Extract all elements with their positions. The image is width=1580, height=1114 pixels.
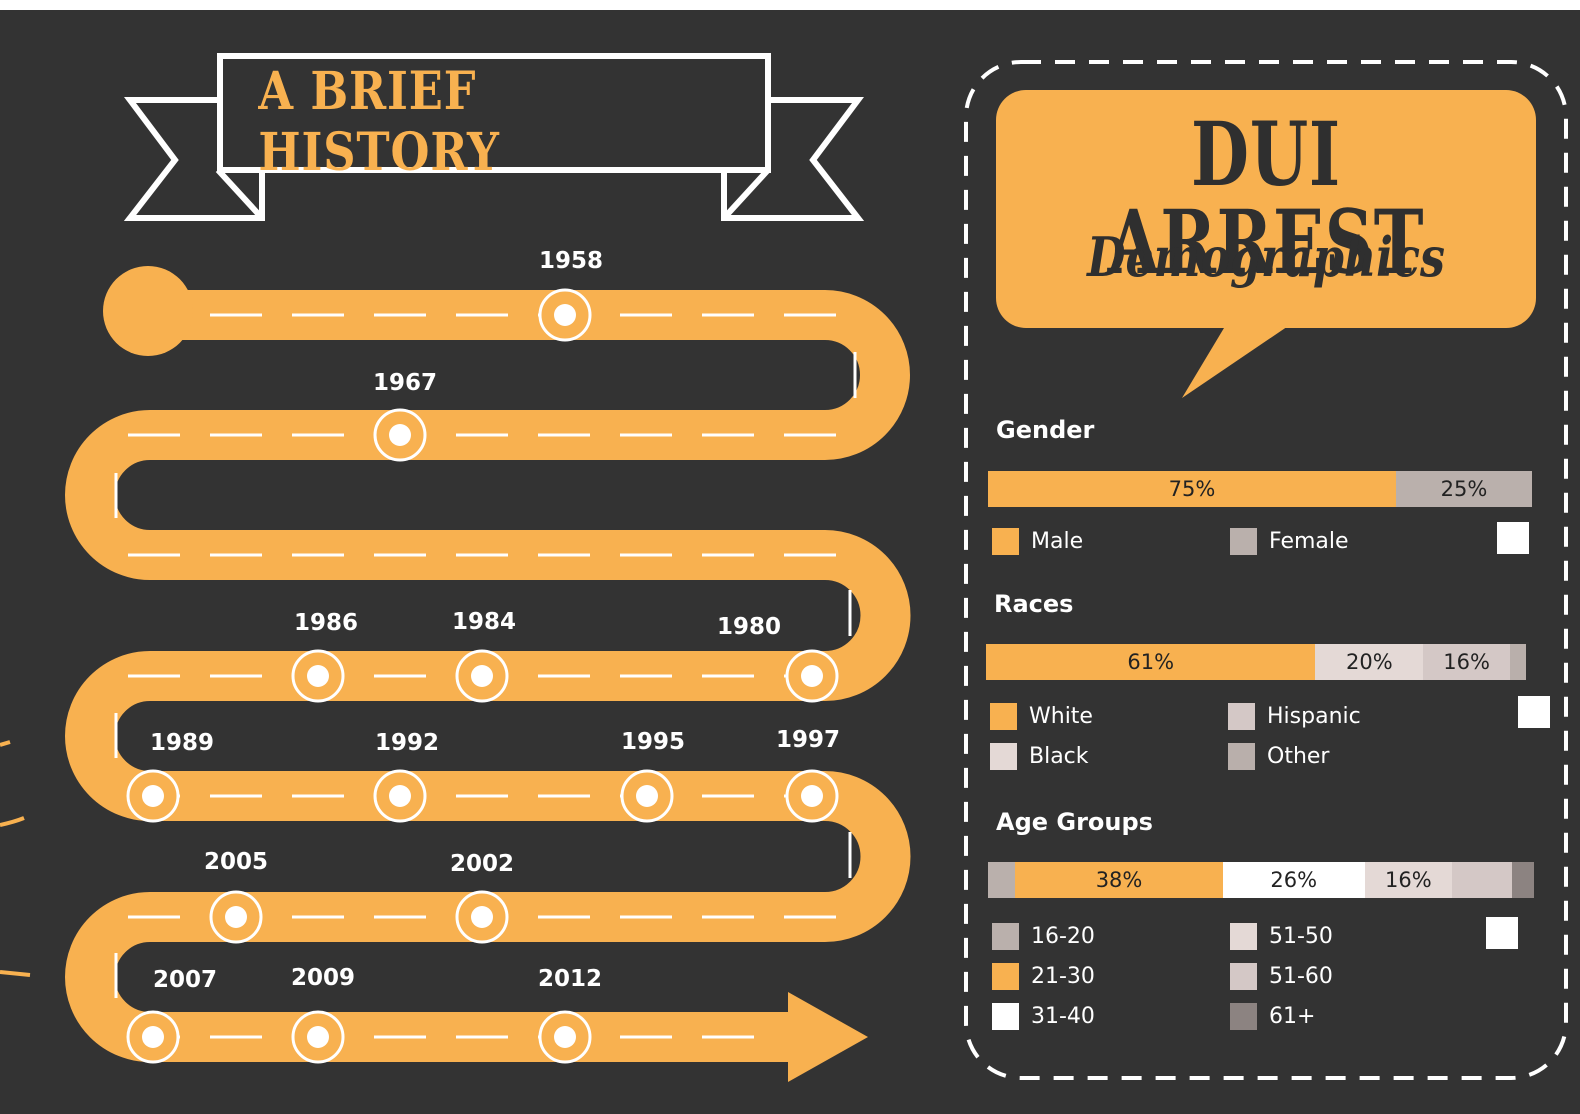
legend-item-hispanic[interactable]: Hispanic — [1228, 703, 1361, 730]
legend-label: 21-30 — [1031, 964, 1095, 989]
legend-swatch — [1230, 923, 1257, 950]
legend-toggle-box[interactable] — [1518, 696, 1550, 728]
timeline-marker[interactable] — [620, 769, 674, 823]
races-bar-segment-white[interactable]: 61% — [986, 644, 1316, 680]
history-banner-title: A BRIEF HISTORY — [258, 61, 500, 183]
legend-item-white[interactable]: White — [990, 703, 1093, 730]
timeline-marker[interactable] — [126, 1010, 180, 1064]
age-bar-segment-31-40[interactable]: 26% — [1222, 862, 1365, 898]
year-label: 1995 — [621, 729, 685, 755]
legend-item-61-plus[interactable]: 61+ — [1230, 1003, 1315, 1030]
demographics-subtitle: Demographics — [1087, 225, 1445, 289]
year-label: 1997 — [776, 727, 840, 753]
legend-label: 61+ — [1269, 1004, 1316, 1029]
age-bar-segment-16-20[interactable] — [988, 862, 1016, 898]
races-bar-segment-black[interactable]: 20% — [1315, 644, 1424, 680]
races-bar-segment-other[interactable] — [1509, 644, 1526, 680]
year-label: 1992 — [375, 730, 439, 756]
legend-swatch — [992, 963, 1019, 990]
year-label: 1980 — [717, 614, 781, 640]
legend-label: 51-50 — [1269, 924, 1333, 949]
timeline-marker[interactable] — [373, 769, 427, 823]
year-label: 2009 — [291, 965, 355, 991]
legend-label: 51-60 — [1269, 964, 1333, 989]
legend-toggle-box[interactable] — [1497, 522, 1529, 554]
timeline-marker[interactable] — [373, 408, 427, 462]
legend-toggle-box[interactable] — [1486, 917, 1518, 949]
speech-bubble — [996, 90, 1536, 398]
age-bar-segment-61-plus[interactable] — [1512, 862, 1534, 898]
timeline-graphic: 1958 1967 1986 1984 1980 1989 1992 1995 … — [0, 53, 1568, 1082]
year-label: 2012 — [538, 966, 602, 992]
road-start-cap — [103, 266, 193, 356]
gender-bar[interactable]: 75% 25% — [988, 471, 1532, 507]
road-arrow-head — [788, 992, 868, 1082]
legend-item-black[interactable]: Black — [990, 743, 1089, 770]
legend-swatch — [990, 743, 1017, 770]
races-section-title: Races — [994, 590, 1074, 618]
year-label: 1984 — [452, 609, 516, 635]
legend-swatch — [992, 528, 1019, 555]
year-label: 1958 — [539, 248, 603, 274]
demographics-title: DUI ARREST — [1107, 102, 1425, 294]
timeline-marker[interactable] — [126, 769, 180, 823]
timeline-marker[interactable] — [291, 649, 345, 703]
legend-label: Hispanic — [1267, 704, 1361, 729]
legend-swatch — [1230, 1003, 1257, 1030]
demographics-frame — [964, 60, 1568, 1080]
timeline-marker[interactable] — [785, 649, 839, 703]
gender-section-title: Gender — [996, 416, 1095, 444]
legend-label: Other — [1267, 744, 1330, 769]
races-bar-segment-hispanic[interactable]: 16% — [1423, 644, 1510, 680]
age-bar-segment-21-30[interactable]: 38% — [1015, 862, 1223, 898]
legend-item-21-30[interactable]: 21-30 — [992, 963, 1095, 990]
legend-label: Black — [1029, 744, 1089, 769]
dashboard-canvas: 1958 1967 1986 1984 1980 1989 1992 1995 … — [0, 10, 1580, 1114]
legend-label: White — [1029, 704, 1093, 729]
races-bar[interactable]: 61% 20% 16% — [986, 644, 1526, 680]
age-bar-segment-51-50[interactable]: 16% — [1364, 862, 1453, 898]
year-label: 1967 — [373, 370, 437, 396]
legend-item-male[interactable]: Male — [992, 528, 1083, 555]
legend-swatch — [1230, 528, 1257, 555]
gender-bar-segment-female[interactable]: 25% — [1396, 471, 1532, 507]
legend-swatch — [992, 1003, 1019, 1030]
legend-swatch — [1228, 703, 1255, 730]
year-label: 2007 — [153, 967, 217, 993]
year-label: 2005 — [204, 849, 268, 875]
timeline-marker[interactable] — [538, 288, 592, 342]
banner-ribbon — [123, 53, 865, 221]
year-label: 1986 — [294, 610, 358, 636]
age-bar[interactable]: 38% 26% 16% — [988, 862, 1534, 898]
year-label: 2002 — [450, 851, 514, 877]
timeline-marker[interactable] — [538, 1010, 592, 1064]
legend-swatch — [1230, 963, 1257, 990]
timeline-marker[interactable] — [455, 649, 509, 703]
legend-swatch — [992, 923, 1019, 950]
legend-swatch — [1228, 743, 1255, 770]
legend-item-other[interactable]: Other — [1228, 743, 1329, 770]
legend-swatch — [990, 703, 1017, 730]
age-bar-segment-51-60[interactable] — [1452, 862, 1513, 898]
legend-label: 16-20 — [1031, 924, 1095, 949]
legend-label: Female — [1269, 529, 1349, 554]
legend-item-16-20[interactable]: 16-20 — [992, 923, 1095, 950]
legend-item-31-40[interactable]: 31-40 — [992, 1003, 1095, 1030]
timeline-marker[interactable] — [209, 890, 263, 944]
legend-label: Male — [1031, 529, 1084, 554]
year-label: 1989 — [150, 730, 214, 756]
timeline-marker[interactable] — [291, 1010, 345, 1064]
timeline-marker[interactable] — [785, 769, 839, 823]
legend-label: 31-40 — [1031, 1004, 1095, 1029]
timeline-marker[interactable] — [455, 890, 509, 944]
age-section-title: Age Groups — [996, 808, 1153, 836]
legend-item-51-60[interactable]: 51-60 — [1230, 963, 1333, 990]
legend-item-female[interactable]: Female — [1230, 528, 1349, 555]
gender-bar-segment-male[interactable]: 75% — [988, 471, 1396, 507]
legend-item-51-50[interactable]: 51-50 — [1230, 923, 1333, 950]
